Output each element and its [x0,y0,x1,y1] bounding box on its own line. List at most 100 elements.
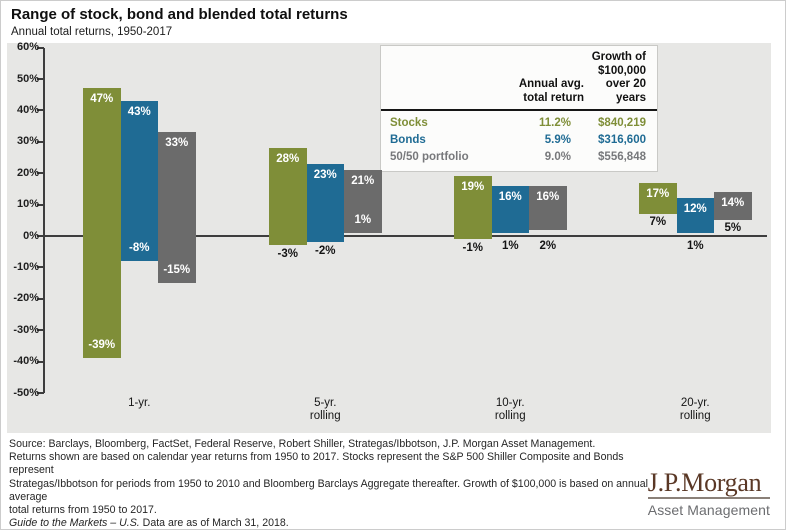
bar-min-label: 1% [354,213,372,226]
data-as-of-label: Data are as of March 31, 2018. [139,517,289,530]
y-axis-tick-label: -30% [13,323,39,336]
x-axis-label-5-yr-rolling: 5-yr. rolling [309,397,341,422]
y-axis-tick-label: 0% [23,229,39,242]
bar-min-label: 1% [686,240,704,252]
y-axis-tick-label: -40% [13,355,39,368]
bar-max-label: 14% [721,197,745,210]
bar-bonds-10-yr-rolling [491,185,529,233]
bar-max-label: 43% [127,105,151,118]
y-axis-tick [37,297,44,300]
bar-stocks-5-yr-rolling [269,148,307,246]
logo-underline [647,497,770,499]
bar-50-50-portfolio-1-yr [158,132,196,284]
bar-stocks-20-yr-rolling [639,182,677,214]
bar-min-label: 7% [649,216,667,229]
legend-label-blend: 50/50 portfolio [390,151,469,163]
jpmorgan-wordmark: J.P.Morgan [647,468,762,497]
plot-area: Annual avg. total return Growth of $100,… [7,41,771,433]
legend-header-growth-line1: Growth of $100,000 [591,51,646,77]
y-axis-tick [37,360,44,363]
bar-min-label: -2% [315,245,336,258]
bar-bonds-5-yr-rolling [306,163,344,243]
y-axis-tick-label: 10% [16,198,39,211]
y-axis-tick-label: 40% [16,103,39,116]
legend-header-avg-line2: total return [523,91,584,104]
source-line: Strategas/Ibbotson for periods from 1950… [9,477,648,503]
bar-50-50-portfolio-10-yr-rolling [529,185,567,230]
bar-bonds-1-yr [120,100,158,262]
bar-max-label: 17% [646,187,670,200]
bar-min-label: -3% [277,248,298,261]
bar-max-label: 21% [351,175,375,188]
bar-stocks-1-yr [83,88,121,359]
bar-50-50-portfolio-20-yr-rolling [714,192,752,221]
y-axis-tick [37,203,44,206]
y-axis-tick [37,266,44,269]
y-axis-line [43,47,45,393]
legend-row-blend: 50/50 portfolio 9.0% $556,848 [390,149,646,166]
legend-divider [381,109,657,111]
legend-avg-blend: 9.0% [544,151,571,163]
y-axis-tick-label: 30% [16,135,39,148]
zero-line [45,235,767,237]
bar-50-50-portfolio-5-yr-rolling [344,170,382,233]
bar-max-label: 16% [498,190,522,203]
legend-label-stocks: Stocks [390,117,428,129]
bar-min-label: 2% [539,240,557,252]
x-axis-label-1-yr: 1-yr. [128,397,151,409]
y-axis-tick-label: 20% [16,166,39,179]
source-text: Source: Barclays, Bloomberg, FactSet, Fe… [9,438,654,530]
jpmorgan-logo: J.P.Morgan Asset Management [647,468,770,518]
y-axis-tick [37,109,44,112]
page-subtitle: Annual total returns, 1950-2017 [11,26,173,38]
x-axis-label-20-yr-rolling: 20-yr. rolling [679,397,711,422]
bar-max-label: 12% [683,203,707,216]
source-line: total returns from 1950 to 2017. [9,504,157,517]
legend-row-bonds: Bonds 5.9% $316,600 [390,132,646,149]
bar-min-label: -8% [129,242,150,255]
y-axis-tick-label: 60% [16,41,39,54]
legend-header-avg-line1: Annual avg. [518,78,584,90]
y-axis-tick [37,46,44,49]
legend-avg-bonds: 5.9% [544,134,571,146]
bar-min-label: -39% [88,339,116,352]
y-axis-tick-label: 50% [16,72,39,85]
legend-header-growth-line2: over 20 years [605,78,646,104]
bar-stocks-10-yr-rolling [454,176,492,240]
legend-row-stocks: Stocks 11.2% $840,219 [390,115,646,132]
legend-growth-stocks: $840,219 [598,117,646,129]
guide-to-markets-label: Guide to the Markets – U.S. [9,517,140,530]
source-line: Source: Barclays, Bloomberg, FactSet, Fe… [9,438,596,450]
bar-max-label: 23% [313,168,337,181]
y-axis-tick [37,140,44,143]
bar-bonds-20-yr-rolling [676,198,714,233]
bar-max-label: 19% [461,181,485,194]
y-axis-tick [37,78,44,80]
source-line: Returns shown are based on calendar year… [9,451,624,477]
page-title: Range of stock, bond and blended total r… [11,6,348,23]
legend-header-growth: Growth of $100,000 over 20 years [584,51,646,105]
legend-header-row: Annual avg. total return Growth of $100,… [390,51,646,105]
legend-table: Annual avg. total return Growth of $100,… [380,45,658,172]
x-axis-label-10-yr-rolling: 10-yr. rolling [494,397,526,422]
y-axis-tick [37,329,44,332]
bar-max-label: 33% [165,137,189,150]
legend-header-avg-return: Annual avg. total return [486,78,584,105]
y-axis-tick [37,235,44,237]
y-axis-tick [37,392,44,394]
y-axis-tick-label: -10% [13,260,39,273]
y-axis-tick [37,172,44,175]
bar-min-label: 5% [724,222,742,235]
bar-min-label: -15% [163,264,191,277]
bar-min-label: -1% [462,242,483,255]
bar-max-label: 28% [276,153,300,166]
bar-max-label: 47% [90,93,114,106]
y-axis-tick-label: -50% [13,386,39,399]
bar-min-label: 1% [501,240,519,252]
legend-growth-blend: $556,848 [598,151,646,163]
bar-max-label: 16% [536,190,560,203]
asset-management-label: Asset Management [647,502,770,518]
y-axis-tick-label: -20% [13,292,39,305]
source-footnote: Guide to the Markets – U.S. Data are as … [9,517,654,530]
